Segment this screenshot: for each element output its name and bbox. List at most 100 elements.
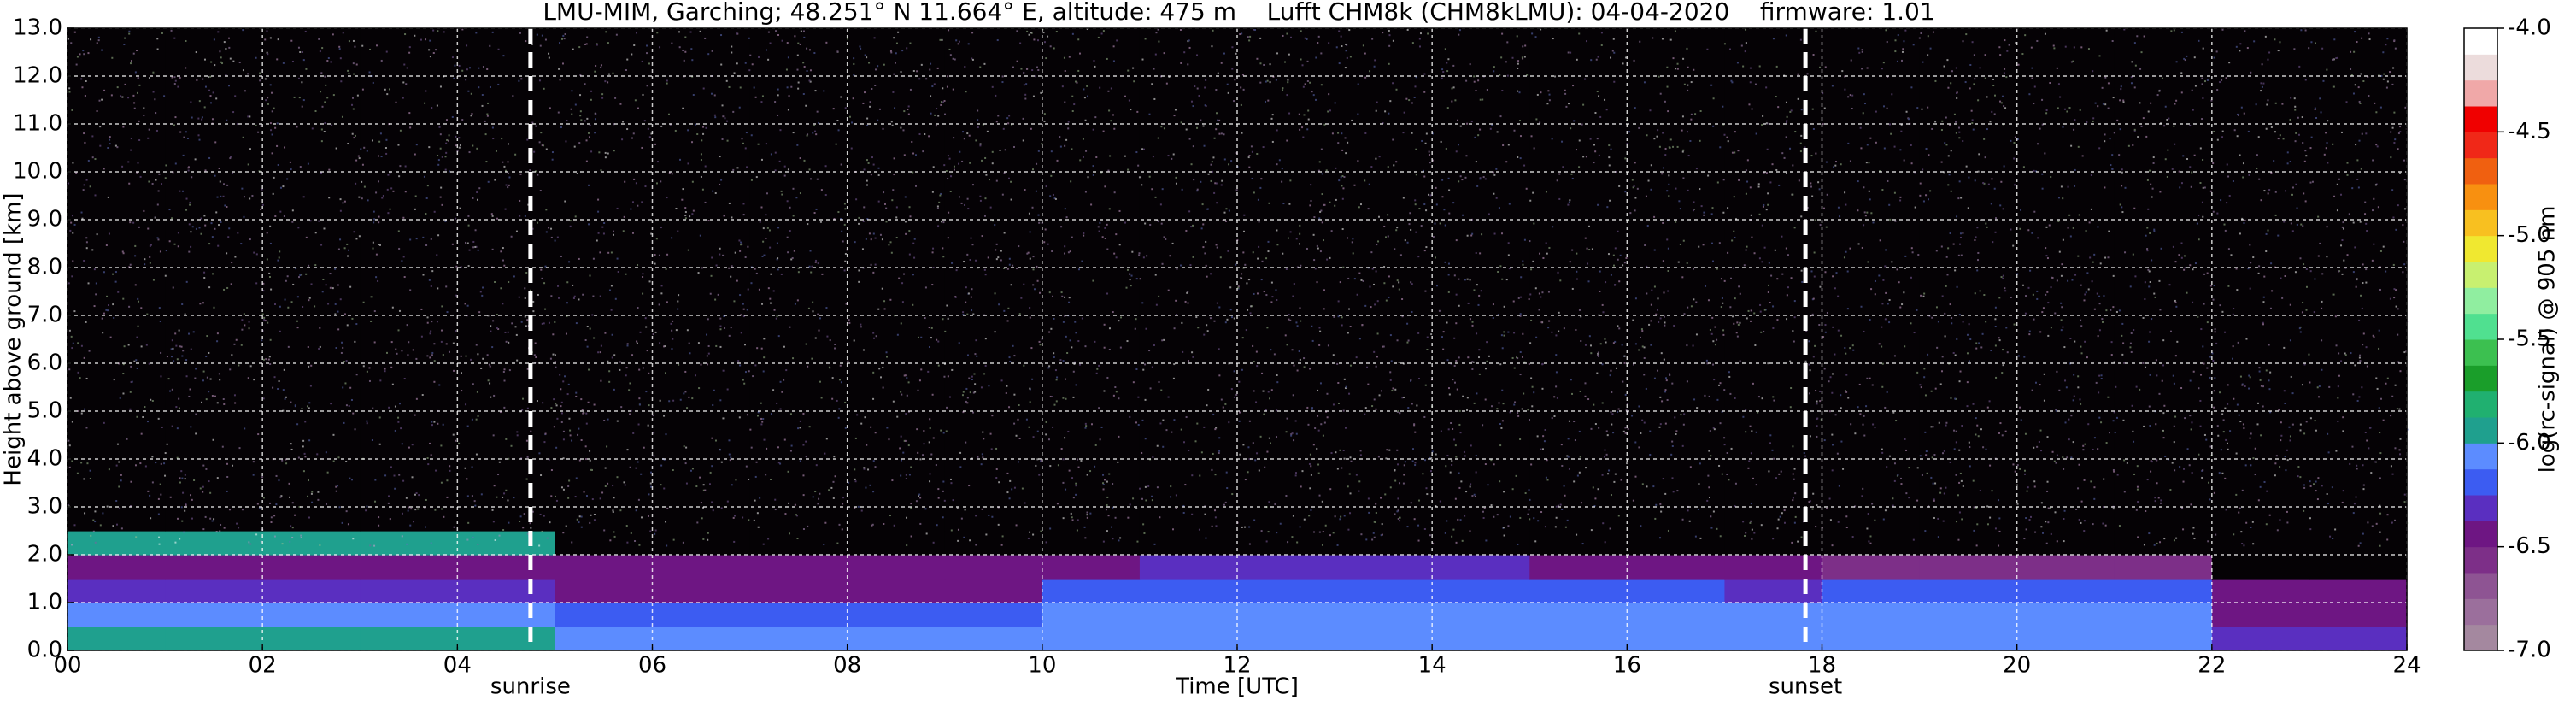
- speckle: [1317, 429, 1320, 432]
- heatmap-cell: [2016, 220, 2115, 268]
- speckle: [2136, 465, 2139, 468]
- speckle: [2298, 65, 2301, 68]
- speckle: [560, 486, 563, 489]
- speckle: [1586, 40, 1588, 43]
- speckle: [947, 317, 949, 320]
- speckle: [584, 83, 586, 85]
- speckle: [2362, 282, 2364, 285]
- speckle: [163, 95, 166, 97]
- speckle: [2362, 332, 2365, 335]
- speckle: [251, 194, 254, 197]
- speckle: [1641, 483, 1644, 485]
- speckle: [482, 66, 484, 68]
- speckle: [634, 99, 637, 102]
- speckle: [2192, 301, 2194, 303]
- speckle: [1360, 533, 1363, 536]
- speckle: [2227, 248, 2230, 250]
- speckle: [328, 168, 331, 171]
- speckle: [1247, 309, 1249, 311]
- speckle: [2258, 370, 2261, 373]
- speckle: [1897, 34, 1899, 37]
- speckle: [2291, 186, 2294, 189]
- speckle: [1207, 173, 1210, 175]
- speckle: [1430, 333, 1433, 336]
- speckle: [375, 253, 378, 256]
- speckle: [1228, 362, 1230, 365]
- speckle: [2203, 362, 2205, 365]
- speckle: [2137, 501, 2139, 503]
- speckle: [2274, 214, 2277, 216]
- speckle: [2189, 415, 2192, 417]
- speckle: [728, 267, 731, 269]
- speckle: [158, 307, 161, 309]
- speckle: [1751, 538, 1753, 540]
- speckle: [2078, 463, 2080, 466]
- speckle: [429, 56, 431, 58]
- speckle: [73, 524, 76, 527]
- speckle: [491, 509, 494, 511]
- speckle: [1475, 455, 1477, 457]
- speckle: [1951, 316, 1953, 319]
- speckle: [1445, 465, 1447, 468]
- speckle: [1683, 413, 1686, 415]
- speckle: [1083, 232, 1085, 234]
- speckle: [2093, 308, 2096, 310]
- speckle: [1860, 305, 1863, 308]
- speckle: [1806, 206, 1809, 209]
- speckle: [2044, 152, 2046, 155]
- speckle: [72, 162, 74, 164]
- speckle: [1081, 260, 1083, 262]
- heatmap-cell: [1822, 459, 1921, 508]
- speckle: [1375, 270, 1377, 273]
- speckle: [308, 299, 310, 302]
- speckle: [1560, 444, 1563, 446]
- speckle: [1949, 232, 1951, 235]
- speckle: [458, 442, 461, 444]
- speckle: [940, 192, 942, 195]
- heatmap-cell: [1724, 124, 1823, 173]
- speckle: [524, 297, 526, 299]
- speckle: [1286, 417, 1288, 420]
- speckle: [1983, 138, 1986, 140]
- speckle: [1212, 452, 1214, 455]
- speckle: [1941, 370, 1944, 373]
- speckle: [135, 536, 138, 538]
- speckle: [2065, 386, 2068, 389]
- heatmap-cell: [457, 363, 556, 412]
- speckle: [1459, 432, 1462, 434]
- speckle: [1097, 226, 1100, 228]
- speckle: [1819, 66, 1822, 68]
- speckle: [1148, 113, 1151, 115]
- speckle: [2213, 406, 2215, 409]
- speckle: [267, 103, 269, 105]
- speckle: [1242, 251, 1245, 254]
- speckle: [1570, 173, 1573, 175]
- speckle: [1389, 371, 1392, 374]
- speckle: [802, 30, 805, 32]
- speckle: [1671, 382, 1674, 385]
- speckle: [2239, 421, 2242, 423]
- speckle: [2198, 39, 2200, 42]
- speckle: [1775, 96, 1777, 98]
- heatmap-cell: [1335, 76, 1433, 125]
- speckle: [825, 307, 828, 309]
- speckle: [1528, 489, 1530, 491]
- speckle: [1389, 379, 1392, 381]
- speckle: [107, 196, 109, 198]
- speckle: [1798, 179, 1800, 182]
- speckle: [1707, 474, 1710, 477]
- speckle: [1033, 38, 1036, 41]
- speckle: [1514, 401, 1517, 403]
- speckle: [1340, 35, 1342, 38]
- speckle: [1710, 527, 1713, 529]
- speckle: [873, 37, 876, 39]
- speckle: [442, 354, 444, 356]
- speckle: [1513, 129, 1516, 132]
- speckle: [1570, 127, 1572, 130]
- speckle: [647, 515, 649, 517]
- speckle: [1892, 497, 1894, 500]
- heatmap-cell: [360, 124, 458, 173]
- speckle: [763, 438, 766, 441]
- speckle: [907, 113, 910, 115]
- speckle: [682, 188, 684, 191]
